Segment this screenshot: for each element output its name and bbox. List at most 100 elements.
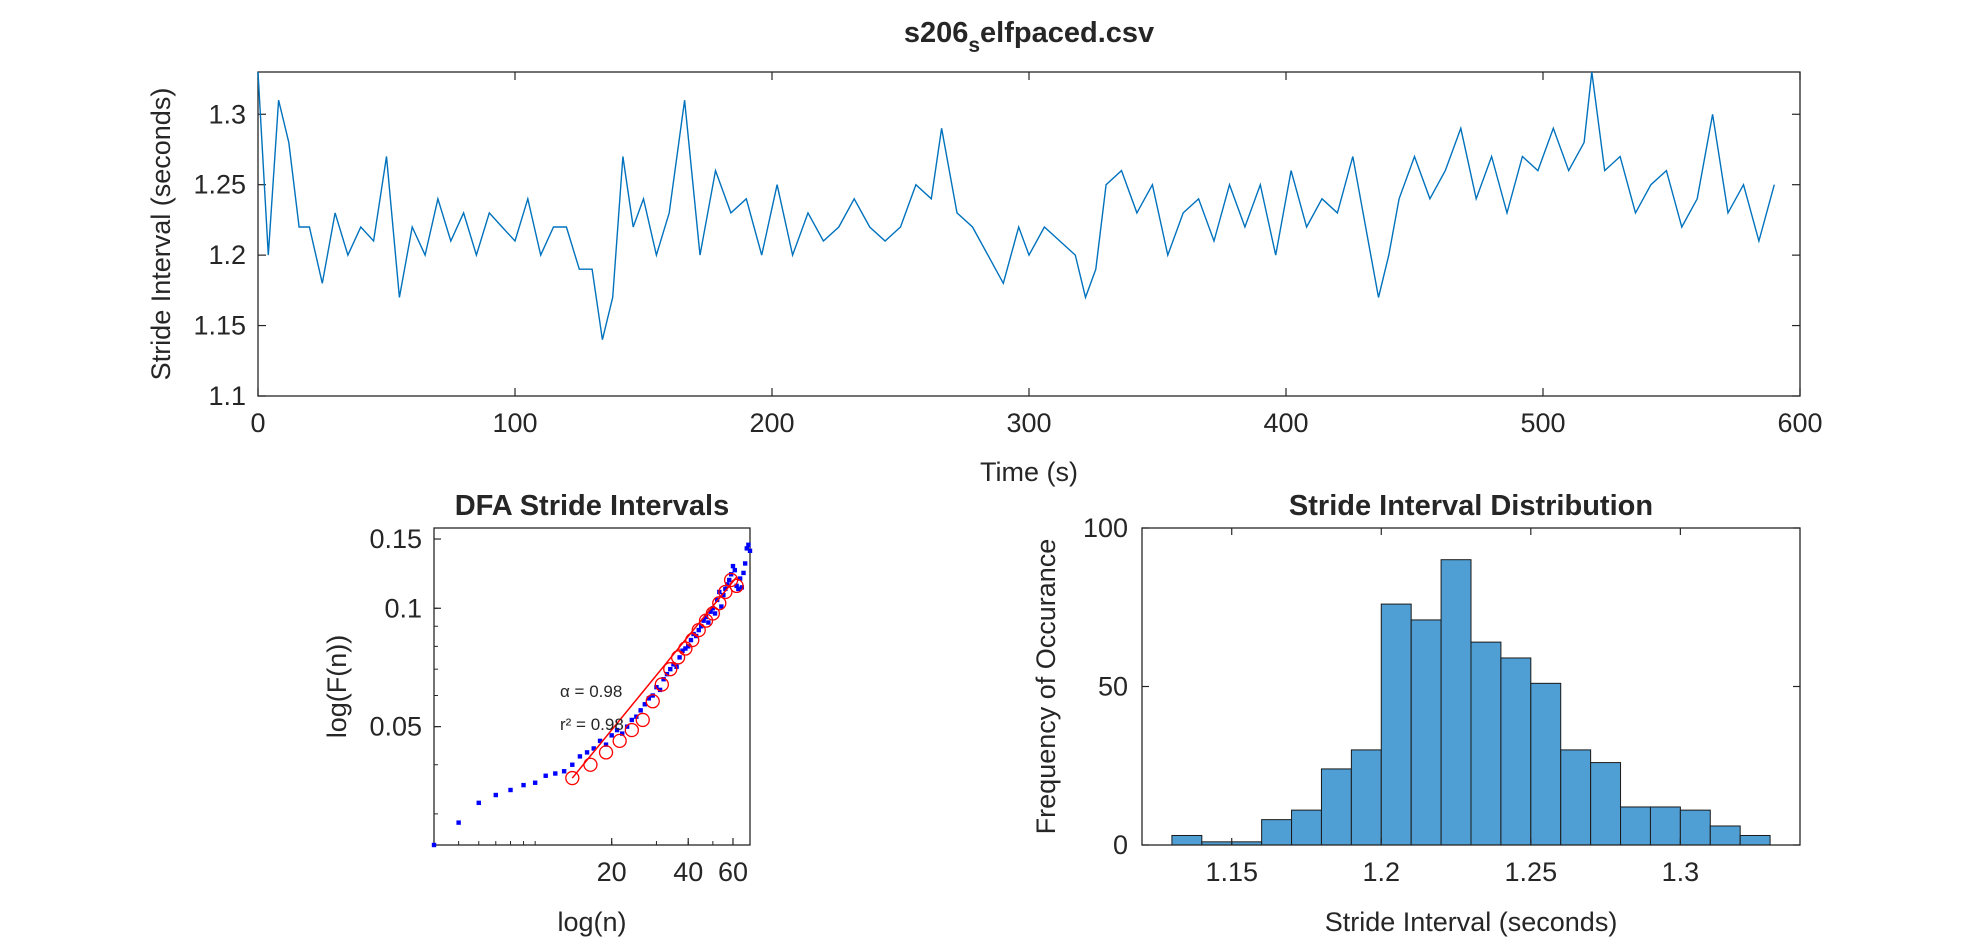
y-tick-label: 0: [1113, 830, 1128, 860]
dfa-binned-point: [654, 677, 669, 692]
histogram-bar: [1649, 806, 1681, 846]
dfa-point: [746, 542, 751, 548]
dfa-binned-point: [645, 694, 660, 709]
dfa-point: [609, 733, 614, 738]
y-tick-label: 1.15: [193, 311, 246, 341]
dfa-point: [650, 693, 655, 698]
histogram-bar: [1709, 825, 1741, 846]
time-series-frame: [257, 71, 1801, 397]
dfa-point: [703, 614, 709, 620]
histogram-bar: [1679, 809, 1711, 846]
dfa-point: [591, 746, 596, 751]
y-tick-label: 0.1: [384, 593, 422, 623]
title-rest: elfpaced.csv: [980, 17, 1154, 49]
histogram-bar: [1380, 603, 1412, 846]
dfa-binned-point: [624, 722, 639, 738]
y-tick-label: 1.25: [193, 170, 246, 200]
histogram-bar: [1470, 641, 1502, 846]
dfa-point: [742, 561, 748, 566]
histogram-bar: [1440, 559, 1472, 846]
x-tick-label: 60: [718, 857, 748, 887]
histogram-y-axis-label: Frequency of Occurance: [1031, 539, 1061, 835]
dfa-point: [730, 563, 736, 569]
dfa-point: [736, 586, 741, 592]
dfa-point: [719, 604, 724, 609]
y-tick-label: 0.15: [369, 524, 422, 554]
dfa-point: [677, 655, 682, 660]
dfa-point: [721, 592, 726, 598]
dfa-point: [741, 570, 746, 576]
x-tick-label: 40: [673, 857, 703, 887]
dfa-point: [688, 637, 694, 643]
dfa-point: [577, 754, 583, 759]
dfa-point: [634, 714, 639, 719]
dfa-point: [603, 742, 609, 747]
x-tick-label: 1.3: [1662, 857, 1700, 887]
stride-time-series-panel: s206selfpaced.csv 0 100 200 300 400 500 600 1.1…: [146, 17, 1823, 487]
dfa-panel: DFA Stride Intervals 20 40 60 0.05 0.1 0.15 l…: [322, 490, 753, 937]
stride-interval-line: [257, 71, 1775, 340]
dfa-x-axis-label: log(n): [557, 907, 626, 937]
dfa-point: [614, 727, 620, 733]
time-series-y-axis-label: Stride Interval (seconds): [146, 88, 176, 381]
y-tick-label: 0.05: [369, 712, 422, 742]
dfa-point: [561, 769, 567, 774]
y-tick-label: 1.2: [208, 240, 246, 270]
dfa-point: [629, 717, 635, 723]
dfa-point: [723, 586, 728, 592]
histogram-x-axis-label: Stride Interval (seconds): [1325, 907, 1618, 937]
histogram-panel: Stride Interval Distribution 1.15 1.2 1.25…: [1031, 490, 1801, 937]
y-tick-label: 1.1: [208, 381, 246, 411]
dfa-point: [727, 577, 732, 583]
histogram-bar: [1560, 749, 1592, 846]
histogram-bar: [1739, 834, 1771, 846]
dfa-point: [701, 618, 706, 623]
title-subscript: s: [968, 34, 980, 57]
histogram-bar: [1410, 619, 1442, 846]
dfa-binned-point: [663, 662, 678, 677]
histogram-bar: [1590, 762, 1622, 846]
dfa-r2-annotation: r² = 0.98: [560, 715, 624, 734]
dfa-point: [744, 546, 749, 551]
histogram-bar: [1500, 657, 1532, 846]
dfa-point: [708, 609, 713, 614]
dfa-binned-point: [712, 596, 727, 611]
dfa-point: [597, 738, 603, 744]
dfa-point: [712, 611, 718, 616]
dfa-point: [532, 780, 538, 785]
dfa-point: [747, 548, 753, 554]
dfa-point: [493, 792, 498, 798]
dfa-point: [476, 800, 481, 806]
dfa-point: [725, 582, 730, 587]
histogram-bar: [1261, 819, 1293, 846]
dfa-point: [739, 585, 745, 590]
title-main: s206: [904, 17, 969, 49]
dfa-point: [671, 662, 676, 667]
histogram-bar: [1320, 768, 1352, 846]
dfa-point: [737, 576, 743, 581]
x-tick-label: 100: [492, 408, 537, 438]
y-tick-label: 50: [1098, 672, 1128, 702]
x-tick-label: 400: [1263, 408, 1308, 438]
dfa-binned-point: [612, 733, 627, 749]
dfa-point: [706, 620, 711, 625]
histogram-axes: 1.15 1.2 1.25 1.3 0 50 100: [1083, 513, 1801, 887]
time-series-title: s206selfpaced.csv: [904, 17, 1154, 57]
y-tick-label: 100: [1083, 513, 1128, 543]
dfa-point: [734, 583, 739, 589]
histogram-bar: [1291, 809, 1322, 846]
dfa-point: [431, 842, 437, 848]
x-tick-label: 600: [1777, 408, 1822, 438]
dfa-point: [642, 702, 648, 707]
dfa-point: [710, 606, 716, 611]
x-tick-label: 0: [250, 408, 265, 438]
dfa-binned-point: [598, 745, 614, 760]
x-tick-label: 1.25: [1505, 857, 1558, 887]
dfa-point: [553, 771, 558, 776]
x-tick-label: 500: [1520, 408, 1565, 438]
dfa-point: [543, 773, 548, 778]
dfa-point: [624, 724, 630, 729]
dfa-point: [570, 762, 575, 767]
dfa-binned-point: [565, 770, 580, 786]
